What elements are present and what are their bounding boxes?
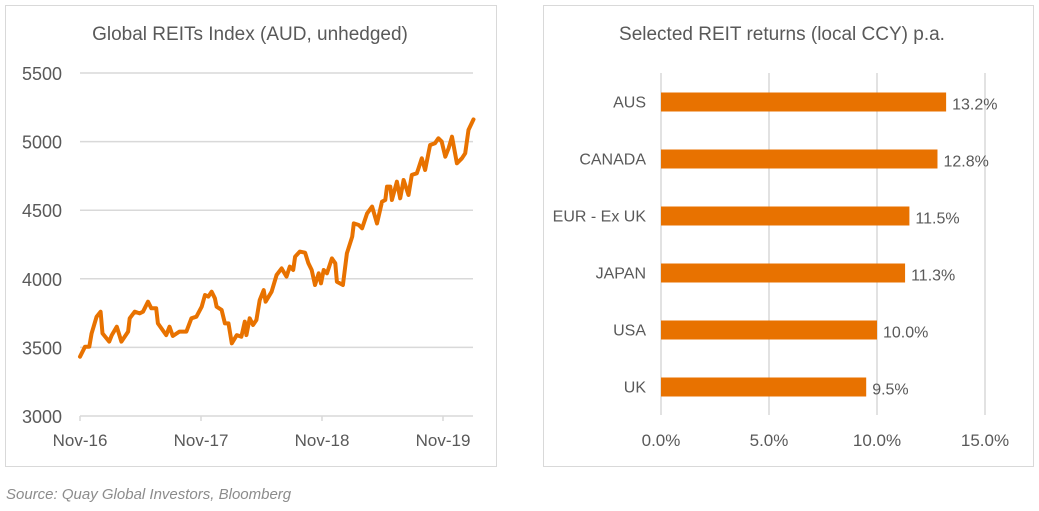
category-label: USA — [613, 323, 646, 340]
x-tick-label: Nov-19 — [416, 431, 471, 450]
y-tick-label: 4000 — [22, 270, 62, 290]
bar-japan — [661, 263, 906, 283]
data-label: 11.3% — [911, 268, 955, 285]
y-tick-label: 5500 — [22, 64, 62, 84]
y-tick-label: 3500 — [22, 338, 62, 358]
bar-eur-ex-uk — [661, 206, 910, 226]
category-label: CANADA — [579, 152, 646, 169]
bar-uk — [661, 377, 867, 397]
x-tick-label: 15.0% — [961, 431, 1009, 450]
data-label: 12.8% — [943, 154, 988, 171]
data-label: 13.2% — [952, 97, 997, 114]
data-label: 10.0% — [883, 325, 928, 342]
data-label: 9.5% — [872, 382, 908, 399]
x-tick-label: 5.0% — [750, 431, 789, 450]
bar-canada — [661, 149, 938, 169]
category-label: EUR - Ex UK — [553, 209, 647, 226]
x-tick-label: Nov-17 — [174, 431, 229, 450]
source-note: Source: Quay Global Investors, Bloomberg — [6, 486, 292, 503]
line-chart-panel — [5, 5, 497, 467]
y-tick-label: 4500 — [22, 201, 62, 221]
category-label: AUS — [613, 95, 646, 112]
data-label: 11.5% — [915, 211, 959, 228]
bar-aus — [661, 92, 947, 112]
y-tick-label: 5000 — [22, 133, 62, 153]
bar-usa — [661, 320, 877, 340]
category-label: JAPAN — [596, 266, 646, 283]
category-label: UK — [624, 380, 647, 397]
x-tick-label: Nov-18 — [295, 431, 350, 450]
x-tick-label: Nov-16 — [53, 431, 108, 450]
bar-chart-title: Selected REIT returns (local CCY) p.a. — [619, 24, 945, 45]
x-tick-label: 0.0% — [642, 431, 681, 450]
y-tick-label: 3000 — [22, 407, 62, 427]
index-line — [78, 117, 476, 359]
line-chart-title: Global REITs Index (AUD, unhedged) — [92, 24, 408, 45]
x-tick-label: 10.0% — [853, 431, 901, 450]
